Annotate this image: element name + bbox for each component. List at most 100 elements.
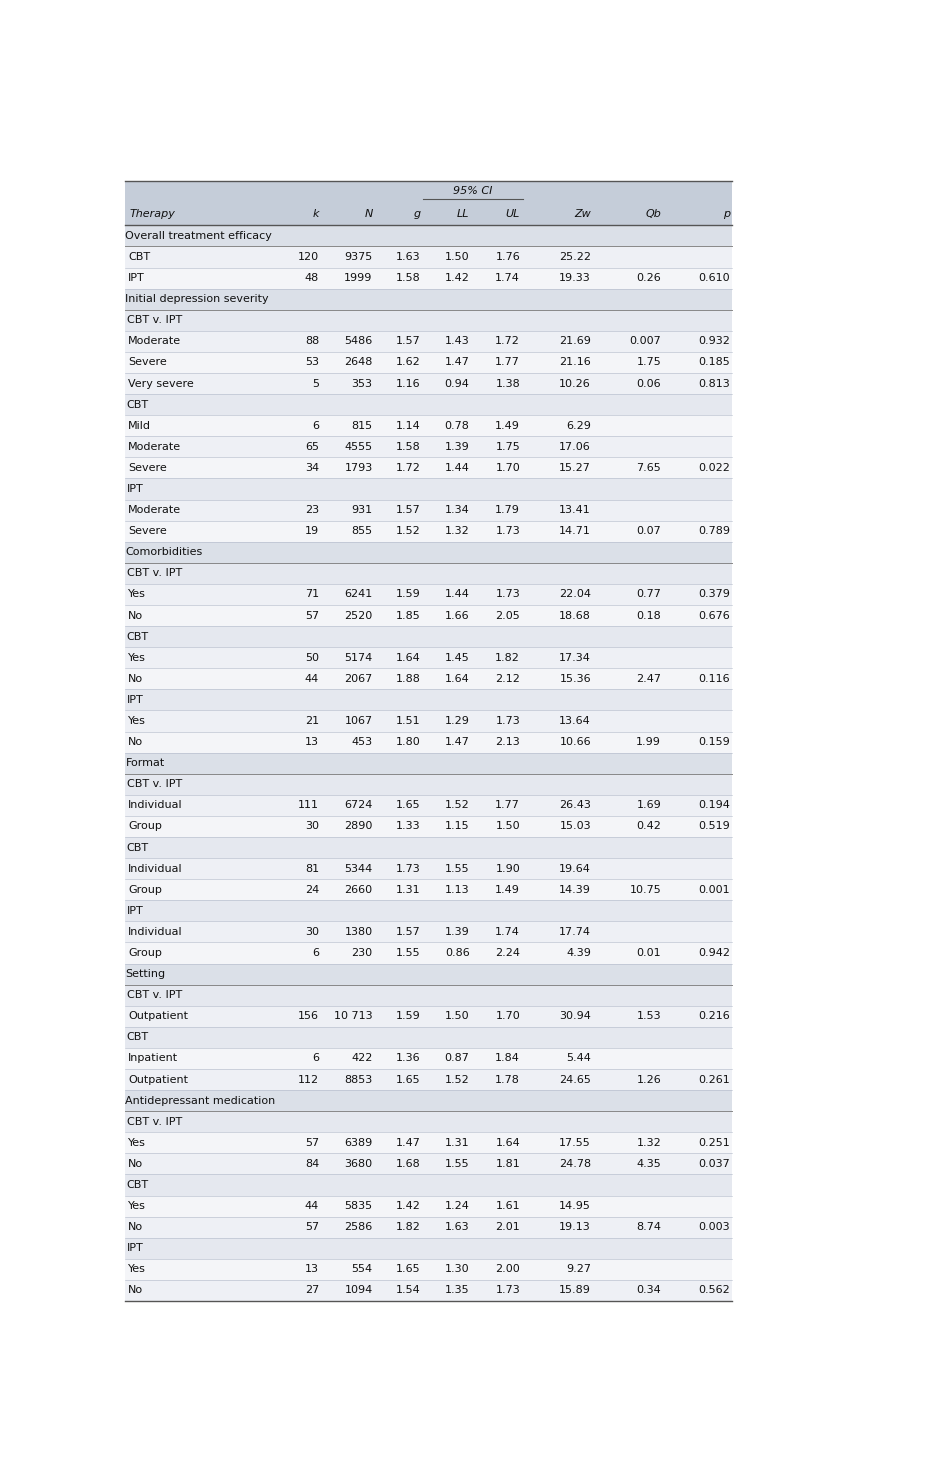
Bar bbox=[125, 773, 733, 795]
Text: 0.159: 0.159 bbox=[698, 736, 730, 747]
Text: 1.52: 1.52 bbox=[445, 801, 470, 810]
Text: N: N bbox=[364, 208, 373, 219]
Text: 0.562: 0.562 bbox=[698, 1285, 730, 1295]
Text: 1.81: 1.81 bbox=[495, 1159, 520, 1169]
Text: Moderate: Moderate bbox=[128, 505, 181, 515]
Bar bbox=[125, 415, 733, 436]
Bar bbox=[125, 964, 733, 984]
Text: 2.05: 2.05 bbox=[495, 610, 520, 621]
Text: 1.57: 1.57 bbox=[396, 336, 420, 346]
Text: Yes: Yes bbox=[128, 1201, 146, 1212]
Bar bbox=[125, 226, 733, 246]
Text: 0.676: 0.676 bbox=[698, 610, 730, 621]
Text: 17.34: 17.34 bbox=[559, 653, 591, 663]
Text: 88: 88 bbox=[305, 336, 319, 346]
Text: 1.35: 1.35 bbox=[445, 1285, 470, 1295]
Text: CBT: CBT bbox=[126, 632, 149, 641]
Text: 1.30: 1.30 bbox=[445, 1265, 470, 1275]
Bar bbox=[125, 541, 733, 563]
Bar bbox=[125, 732, 733, 753]
Text: 0.01: 0.01 bbox=[637, 948, 661, 958]
Text: IPT: IPT bbox=[126, 905, 143, 915]
Text: 19.64: 19.64 bbox=[559, 864, 591, 874]
Text: Initial depression severity: Initial depression severity bbox=[125, 295, 270, 304]
Text: 1.55: 1.55 bbox=[445, 864, 470, 874]
Text: 1.73: 1.73 bbox=[495, 1285, 520, 1295]
Text: 1.24: 1.24 bbox=[445, 1201, 470, 1212]
Text: 1.78: 1.78 bbox=[495, 1074, 520, 1084]
Text: 1.33: 1.33 bbox=[396, 822, 420, 832]
Text: 1.75: 1.75 bbox=[495, 442, 520, 452]
Text: 1.68: 1.68 bbox=[396, 1159, 420, 1169]
Text: 1094: 1094 bbox=[344, 1285, 373, 1295]
Text: 44: 44 bbox=[305, 1201, 319, 1212]
Text: 13: 13 bbox=[306, 1265, 319, 1275]
Text: 1.77: 1.77 bbox=[495, 801, 520, 810]
Text: 23: 23 bbox=[305, 505, 319, 515]
Bar bbox=[125, 710, 733, 732]
Text: 5174: 5174 bbox=[344, 653, 373, 663]
Text: 1.88: 1.88 bbox=[396, 673, 420, 684]
Text: 1.82: 1.82 bbox=[396, 1222, 420, 1232]
Text: 10.75: 10.75 bbox=[629, 885, 661, 895]
Text: 27: 27 bbox=[305, 1285, 319, 1295]
Text: CBT: CBT bbox=[126, 399, 149, 409]
Text: Yes: Yes bbox=[128, 590, 146, 600]
Text: No: No bbox=[128, 673, 143, 684]
Text: Individual: Individual bbox=[128, 801, 183, 810]
Text: UL: UL bbox=[506, 208, 520, 219]
Text: 0.251: 0.251 bbox=[698, 1138, 730, 1147]
Text: 6: 6 bbox=[312, 1053, 319, 1064]
Text: 1.65: 1.65 bbox=[396, 1265, 420, 1275]
Bar bbox=[125, 436, 733, 458]
Text: 15.03: 15.03 bbox=[559, 822, 591, 832]
Text: 353: 353 bbox=[352, 378, 373, 389]
Text: Therapy: Therapy bbox=[129, 208, 176, 219]
Text: 1.31: 1.31 bbox=[396, 885, 420, 895]
Text: 21.16: 21.16 bbox=[559, 358, 591, 367]
Text: CBT v. IPT: CBT v. IPT bbox=[126, 990, 182, 1000]
Text: 0.06: 0.06 bbox=[637, 378, 661, 389]
Bar bbox=[125, 816, 733, 838]
Bar bbox=[125, 942, 733, 964]
Bar bbox=[125, 689, 733, 710]
Bar bbox=[125, 310, 733, 330]
Text: 1.57: 1.57 bbox=[396, 505, 420, 515]
Bar bbox=[125, 373, 733, 395]
Text: 18.68: 18.68 bbox=[559, 610, 591, 621]
Text: 0.261: 0.261 bbox=[698, 1074, 730, 1084]
Text: 1.42: 1.42 bbox=[445, 273, 470, 283]
Text: 57: 57 bbox=[305, 1222, 319, 1232]
Bar bbox=[125, 330, 733, 352]
Text: 1.58: 1.58 bbox=[396, 273, 420, 283]
Text: 8853: 8853 bbox=[344, 1074, 373, 1084]
Text: 1.55: 1.55 bbox=[445, 1159, 470, 1169]
Text: IPT: IPT bbox=[126, 695, 143, 704]
Text: 1.39: 1.39 bbox=[445, 442, 470, 452]
Bar bbox=[125, 795, 733, 816]
Text: 0.78: 0.78 bbox=[445, 421, 470, 431]
Text: 81: 81 bbox=[305, 864, 319, 874]
Text: 230: 230 bbox=[351, 948, 373, 958]
Text: 5835: 5835 bbox=[344, 1201, 373, 1212]
Text: 34: 34 bbox=[305, 464, 319, 472]
Bar bbox=[125, 921, 733, 942]
Bar bbox=[125, 500, 733, 521]
Text: 2067: 2067 bbox=[344, 673, 373, 684]
Text: 24: 24 bbox=[305, 885, 319, 895]
Text: 1.74: 1.74 bbox=[495, 927, 520, 937]
Text: 2660: 2660 bbox=[344, 885, 373, 895]
Text: 0.77: 0.77 bbox=[637, 590, 661, 600]
Text: 1.70: 1.70 bbox=[495, 1011, 520, 1021]
Text: No: No bbox=[128, 1222, 143, 1232]
Text: 6241: 6241 bbox=[344, 590, 373, 600]
Text: 3680: 3680 bbox=[344, 1159, 373, 1169]
Text: 1.45: 1.45 bbox=[445, 653, 470, 663]
Bar bbox=[125, 267, 733, 289]
Text: CBT v. IPT: CBT v. IPT bbox=[126, 568, 182, 578]
Text: 1.72: 1.72 bbox=[495, 336, 520, 346]
Text: 57: 57 bbox=[305, 1138, 319, 1147]
Text: 1.77: 1.77 bbox=[495, 358, 520, 367]
Bar bbox=[125, 1196, 733, 1216]
Text: CBT: CBT bbox=[126, 1179, 149, 1190]
